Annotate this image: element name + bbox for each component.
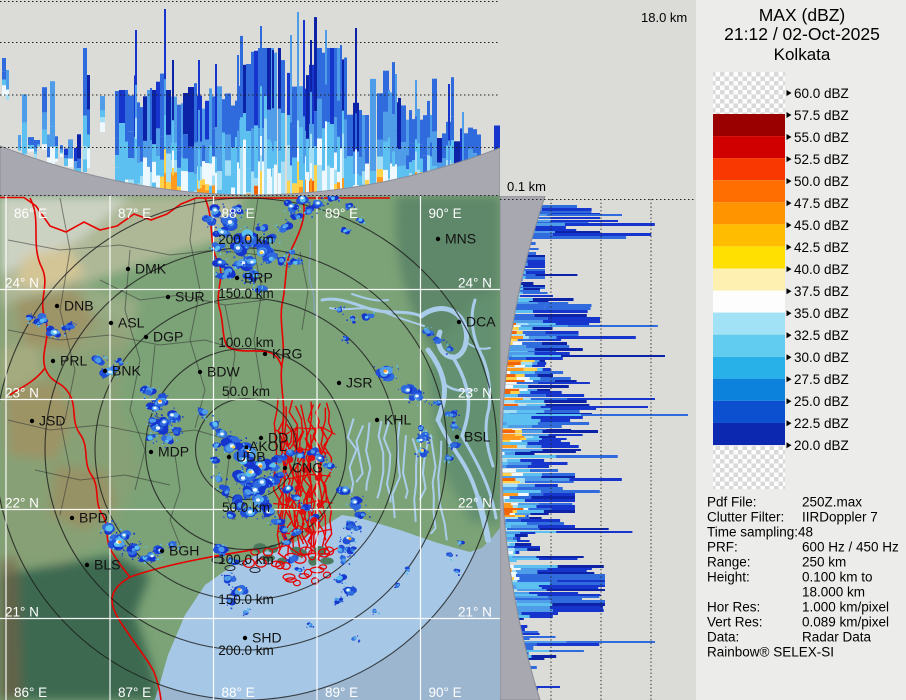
svg-text:25.0 dBZ: 25.0 dBZ <box>794 394 849 409</box>
svg-text:BPD: BPD <box>79 510 108 526</box>
svg-text:BSL: BSL <box>464 429 491 445</box>
svg-text:87° E: 87° E <box>118 685 151 700</box>
svg-text:50.0 km: 50.0 km <box>222 384 270 399</box>
svg-text:IIRDoppler 7: IIRDoppler 7 <box>802 510 878 525</box>
svg-text:24° N: 24° N <box>458 276 492 291</box>
svg-text:89° E: 89° E <box>325 685 358 700</box>
svg-text:0.100 km to: 0.100 km to <box>802 570 873 585</box>
svg-text:Radar Data: Radar Data <box>802 630 872 645</box>
svg-text:150.0 km: 150.0 km <box>218 592 274 607</box>
svg-text:Data:: Data: <box>707 630 739 645</box>
svg-text:DMK: DMK <box>135 261 167 277</box>
svg-text:57.5 dBZ: 57.5 dBZ <box>794 108 849 123</box>
svg-text:100.0 km: 100.0 km <box>218 552 274 567</box>
svg-text:30.0 dBZ: 30.0 dBZ <box>794 350 849 365</box>
svg-text:23° N: 23° N <box>458 386 492 401</box>
svg-text:SHD: SHD <box>252 630 282 646</box>
svg-text:DD: DD <box>268 430 288 446</box>
svg-text:MDP: MDP <box>158 444 189 460</box>
svg-text:27.5 dBZ: 27.5 dBZ <box>794 372 849 387</box>
svg-text:Clutter Filter:: Clutter Filter: <box>707 510 784 525</box>
svg-text:JSR: JSR <box>346 375 372 391</box>
svg-text:90° E: 90° E <box>429 685 462 700</box>
svg-text:150.0 km: 150.0 km <box>218 286 274 301</box>
svg-text:20.0 dBZ: 20.0 dBZ <box>794 438 849 453</box>
svg-text:60.0 dBZ: 60.0 dBZ <box>794 86 849 101</box>
svg-text:37.5 dBZ: 37.5 dBZ <box>794 284 849 299</box>
svg-text:200.0 km: 200.0 km <box>218 643 274 658</box>
svg-text:JSD: JSD <box>39 413 65 429</box>
svg-text:1.000 km/pixel: 1.000 km/pixel <box>802 600 889 615</box>
svg-text:Height:: Height: <box>707 570 750 585</box>
svg-text:50.0 km: 50.0 km <box>222 500 270 515</box>
svg-text:45.0 dBZ: 45.0 dBZ <box>794 218 849 233</box>
svg-text:600 Hz / 450 Hz: 600 Hz / 450 Hz <box>802 540 899 555</box>
svg-text:35.0 dBZ: 35.0 dBZ <box>794 306 849 321</box>
svg-text:100.0 km: 100.0 km <box>218 335 274 350</box>
svg-text:BRP: BRP <box>244 270 273 286</box>
svg-text:86° E: 86° E <box>14 685 47 700</box>
svg-text:24° N: 24° N <box>5 276 39 291</box>
svg-text:22° N: 22° N <box>5 496 39 511</box>
svg-text:52.5 dBZ: 52.5 dBZ <box>794 152 849 167</box>
svg-text:40.0 dBZ: 40.0 dBZ <box>794 262 849 277</box>
svg-text:Vert Res:: Vert Res: <box>707 615 763 630</box>
svg-text:47.5 dBZ: 47.5 dBZ <box>794 196 849 211</box>
svg-text:PRF:: PRF: <box>707 540 738 555</box>
svg-text:22° N: 22° N <box>458 496 492 511</box>
svg-text:90° E: 90° E <box>429 206 462 221</box>
svg-text:88° E: 88° E <box>222 206 255 221</box>
svg-text:0.089 km/pixel: 0.089 km/pixel <box>802 615 889 630</box>
svg-text:PRL: PRL <box>60 353 87 369</box>
svg-text:32.5 dBZ: 32.5 dBZ <box>794 328 849 343</box>
svg-text:BGH: BGH <box>169 543 199 559</box>
svg-text:42.5 dBZ: 42.5 dBZ <box>794 240 849 255</box>
svg-text:DNB: DNB <box>64 298 94 314</box>
svg-text:Pdf File:: Pdf File: <box>707 495 757 510</box>
svg-text:200.0 km: 200.0 km <box>218 232 274 247</box>
svg-text:22.5 dBZ: 22.5 dBZ <box>794 416 849 431</box>
svg-text:CNG: CNG <box>292 460 323 476</box>
svg-text:BDW: BDW <box>207 364 240 380</box>
svg-text:0.1 km: 0.1 km <box>507 179 546 194</box>
svg-text:Rainbow® SELEX-SI: Rainbow® SELEX-SI <box>707 645 834 660</box>
svg-text:Hor Res:: Hor Res: <box>707 600 760 615</box>
svg-text:21° N: 21° N <box>458 605 492 620</box>
svg-text:55.0 dBZ: 55.0 dBZ <box>794 130 849 145</box>
svg-text:UDB: UDB <box>236 449 266 465</box>
svg-text:KHL: KHL <box>384 412 411 428</box>
svg-text:50.0 dBZ: 50.0 dBZ <box>794 174 849 189</box>
svg-text:Range:: Range: <box>707 555 751 570</box>
svg-text:SUR: SUR <box>175 289 205 305</box>
svg-text:89° E: 89° E <box>325 206 358 221</box>
svg-text:KRG: KRG <box>272 346 302 362</box>
svg-text:87° E: 87° E <box>118 206 151 221</box>
svg-text:21:12 / 02-Oct-2025: 21:12 / 02-Oct-2025 <box>724 24 880 44</box>
svg-text:Time sampling:48: Time sampling:48 <box>707 525 813 540</box>
svg-text:AKOL: AKOL <box>249 438 287 454</box>
svg-text:18.000 km: 18.000 km <box>802 585 865 600</box>
svg-text:BLS: BLS <box>94 557 120 573</box>
svg-text:DGP: DGP <box>153 329 183 345</box>
svg-text:MAX (dBZ): MAX (dBZ) <box>759 5 846 25</box>
svg-text:88° E: 88° E <box>222 685 255 700</box>
svg-text:21° N: 21° N <box>5 605 39 620</box>
svg-text:MNS: MNS <box>445 231 476 247</box>
svg-text:ASL: ASL <box>118 315 145 331</box>
svg-text:DCA: DCA <box>466 314 496 330</box>
svg-text:Kolkata: Kolkata <box>774 45 831 64</box>
svg-text:250Z.max: 250Z.max <box>802 495 862 510</box>
svg-text:BNK: BNK <box>112 363 141 379</box>
svg-text:250 km: 250 km <box>802 555 846 570</box>
svg-text:86° E: 86° E <box>14 206 47 221</box>
svg-text:18.0 km: 18.0 km <box>641 10 687 25</box>
svg-text:23° N: 23° N <box>5 386 39 401</box>
